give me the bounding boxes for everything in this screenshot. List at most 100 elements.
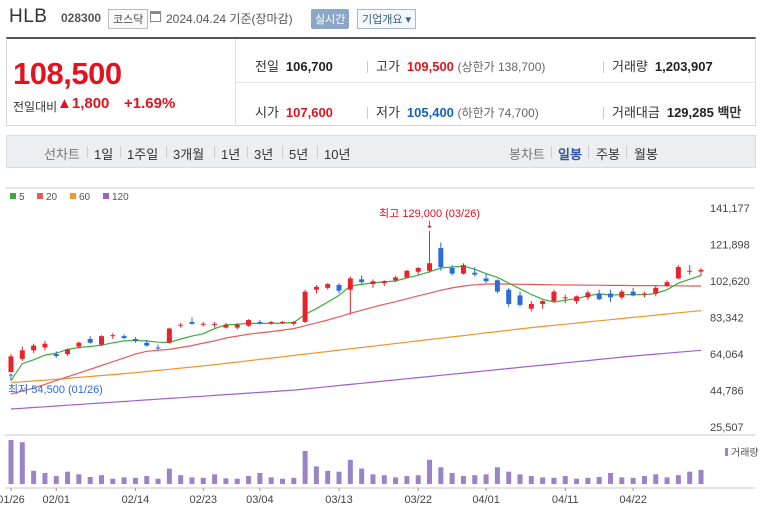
y-tick-label: 121,898 [710, 240, 750, 252]
volume-bar [506, 471, 512, 484]
volume-bar [302, 451, 308, 484]
tab-1d[interactable]: 1일 [94, 147, 114, 162]
calendar-icon [150, 11, 161, 22]
candle-body [121, 336, 127, 339]
trade-amount: 거래대금 129,285 백만 [603, 102, 741, 121]
tab-3m[interactable]: 3개월 [173, 147, 205, 162]
candle-body [619, 291, 625, 298]
candle-body [517, 295, 523, 305]
volume-bar [76, 474, 82, 484]
divider [236, 82, 756, 83]
tab-5y[interactable]: 5년 [289, 147, 309, 162]
y-tick-label: 25,507 [710, 422, 744, 434]
volume-bar [347, 459, 353, 484]
candle-body [540, 301, 546, 304]
candle-body [166, 328, 172, 343]
volume-bar [313, 466, 319, 484]
volume-bar [596, 476, 602, 484]
candle-body [664, 282, 670, 286]
x-tick-label: 04/11 [552, 494, 579, 506]
candle-body [65, 349, 71, 355]
candle-body [257, 321, 263, 323]
candle-body [234, 324, 240, 328]
legend-label: 60 [79, 192, 91, 203]
volume-bar [404, 476, 410, 484]
candle-body [347, 278, 353, 290]
candle-body [641, 293, 647, 295]
tab-10y[interactable]: 10년 [324, 147, 351, 162]
candle-body [144, 342, 150, 346]
candle-body [53, 354, 59, 357]
candle-body [596, 293, 602, 300]
volume-bar [551, 477, 557, 484]
candle-body [381, 281, 387, 284]
volume-bar [608, 473, 614, 484]
candle-body [653, 287, 659, 294]
x-tick-label: 02/23 [190, 494, 218, 506]
volume-bar [427, 459, 433, 484]
volume-label: 거래량 [731, 447, 759, 459]
volume-bar [268, 477, 274, 484]
candle-body [574, 296, 580, 302]
ma20-line [10, 283, 701, 395]
volume-bar [449, 473, 455, 484]
volume-bar [641, 476, 647, 484]
volume-bar [200, 477, 206, 484]
y-tick-label: 64,064 [710, 349, 744, 361]
legend-swatch [103, 193, 109, 199]
tab-1y[interactable]: 1년 [221, 147, 241, 162]
candle-chart-label: 봉차트 [509, 147, 545, 162]
x-tick-label: 02/01 [42, 494, 70, 506]
x-tick-label: 03/04 [246, 494, 274, 506]
volume-bar [65, 471, 71, 484]
volume-bar [279, 478, 285, 484]
volume-bar [381, 475, 387, 484]
candle-body [8, 356, 14, 373]
candle-body [98, 336, 104, 345]
candle-body [87, 338, 93, 343]
candle-body [132, 338, 138, 341]
candle-body [336, 285, 342, 291]
volume-bar [359, 468, 365, 484]
y-tick-label: 102,620 [710, 276, 750, 288]
volume-bar [234, 478, 240, 484]
tab-3y[interactable]: 3년 [254, 147, 274, 162]
volume-bar [19, 442, 25, 484]
candle-body [494, 280, 500, 292]
stock-name: HLB [9, 6, 48, 27]
company-info-dropdown[interactable]: 기업개요 ▾ [357, 9, 417, 29]
quote-date: 2024.04.24 기준(장마감) [166, 12, 293, 26]
volume-bar [257, 473, 263, 484]
volume-bar [87, 476, 93, 484]
tab-monthly[interactable]: 월봉 [634, 147, 658, 162]
candle-body [42, 343, 48, 348]
max-price-annotation: 최고 129,000 (03/26) [379, 207, 480, 220]
candle-body [268, 321, 274, 323]
candle-body [483, 278, 489, 282]
tab-weekly[interactable]: 주봉 [596, 147, 620, 162]
tab-1w[interactable]: 1주일 [127, 147, 159, 162]
candle-body [31, 345, 37, 351]
volume-bar [675, 475, 681, 484]
candle-body [404, 270, 410, 278]
candlestick-chart: 5 20 60 120 141,177 121,898 102,620 83,342 64,06… [0, 187, 759, 506]
day-high: 고가 109,500 (상한가 138,700) [367, 56, 545, 75]
prev-close: 전일 106,700 [255, 59, 333, 74]
realtime-button[interactable]: 실시간 [311, 9, 350, 29]
candle-body [698, 269, 704, 272]
volume-bar [98, 475, 104, 484]
candle-body [528, 303, 534, 309]
quote-panel: 108,500 전일대비 ▲1,800 +1.69% 전일 106,700 고가 1… [6, 37, 756, 126]
min-arrow-icon: ↑ [7, 373, 15, 384]
volume-bar [121, 477, 127, 484]
volume-bar [517, 474, 523, 484]
candle-body [393, 277, 399, 281]
candle-body [608, 293, 614, 298]
volume-bar [246, 476, 252, 484]
volume-bar [291, 477, 297, 484]
candle-body [585, 292, 591, 298]
candle-body [110, 335, 116, 337]
candle-body [325, 284, 331, 288]
tab-daily[interactable]: 일봉 [558, 147, 582, 162]
candle-body [19, 350, 25, 359]
